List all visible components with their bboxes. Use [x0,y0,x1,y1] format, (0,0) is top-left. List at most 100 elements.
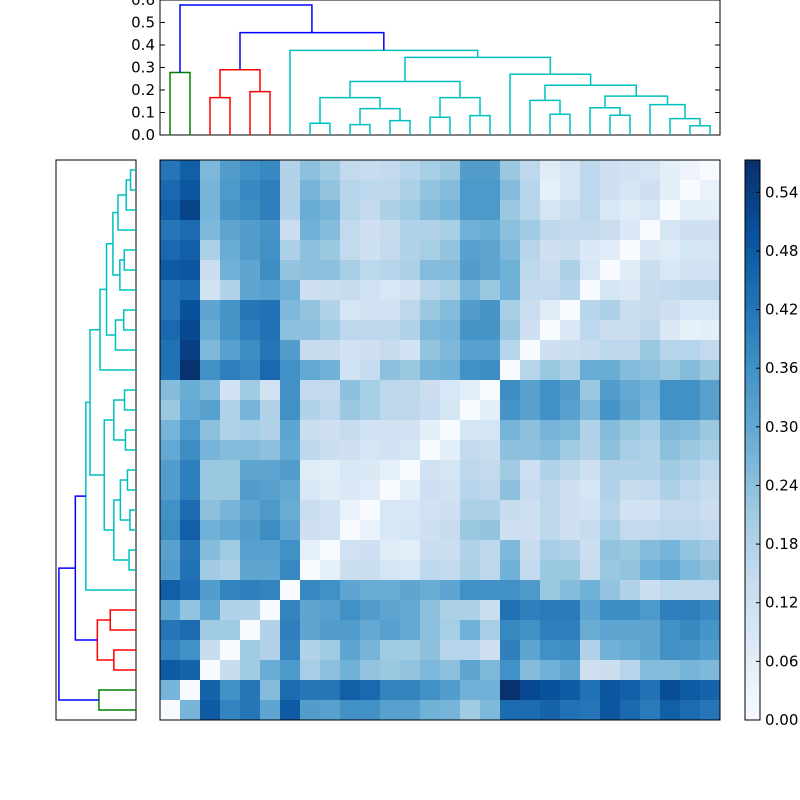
heatmap-cell [320,700,341,721]
colorbar-segment [745,575,760,581]
heatmap-cell [460,340,481,361]
heatmap-cell [460,360,481,381]
heatmap-cell [540,660,561,681]
heatmap-cell [680,520,701,541]
heatmap-cell [400,400,421,421]
heatmap-cell [360,620,381,641]
heatmap-cell [420,420,441,441]
heatmap-cell [380,600,401,621]
heatmap-cell [440,420,461,441]
heatmap-cell [160,380,181,401]
heatmap-cell [300,260,321,281]
heatmap-cell [260,240,281,261]
heatmap-cell [240,220,261,241]
heatmap-cell [280,480,301,501]
top-dendrogram-tick-label: 0.2 [131,81,155,99]
heatmap-cell [660,500,681,521]
heatmap-cell [420,380,441,401]
colorbar-segment [745,421,760,427]
heatmap-cell [680,580,701,601]
heatmap-cell [220,440,241,461]
colorbar-segment [745,715,760,721]
heatmap-cell [640,420,661,441]
heatmap-cell [660,380,681,401]
heatmap-cell [400,420,421,441]
heatmap-cell [680,500,701,521]
heatmap-cell [340,560,361,581]
top-dendrogram: 0.0 0.1 0.2 0.3 0.4 0.5 0.6 [131,0,721,144]
heatmap-cell [260,500,281,521]
heatmap-cell [500,640,521,661]
heatmap-cell [400,360,421,381]
heatmap-cell [520,500,541,521]
heatmap-cell [560,620,581,641]
heatmap-cell [540,280,561,301]
heatmap-cell [460,440,481,461]
colorbar-tick-label: 0.12 [765,594,798,612]
heatmap-cell [540,680,561,701]
heatmap-cell [580,360,601,381]
heatmap-cell [240,640,261,661]
heatmap-cell [560,600,581,621]
heatmap-cell [660,280,681,301]
heatmap-cell [660,460,681,481]
colorbar-segment [745,482,760,488]
colorbar-segment [745,468,760,474]
heatmap-cell [360,680,381,701]
colorbar-segment [745,314,760,320]
heatmap-cell [480,660,501,681]
heatmap-cell [500,660,521,681]
heatmap-cell [600,240,621,261]
heatmap-cell [580,260,601,281]
heatmap-cell [600,520,621,541]
heatmap-cell [240,400,261,421]
colorbar-segment [745,496,760,502]
heatmap-cell [240,420,261,441]
heatmap-cell [300,220,321,241]
heatmap-cell [380,560,401,581]
colorbar-segment [745,239,760,245]
heatmap-cell [680,380,701,401]
heatmap-cell [280,460,301,481]
heatmap-cell [500,420,521,441]
heatmap-cell [620,580,641,601]
heatmap-cell [580,160,601,181]
heatmap-cell [460,400,481,421]
heatmap-cell [640,220,661,241]
heatmap-cell [340,500,361,521]
heatmap-cell [580,200,601,221]
heatmap-cell [200,600,221,621]
colorbar-segment [745,561,760,567]
colorbar-segment [745,398,760,404]
heatmap-cell [160,580,181,601]
heatmap-cell [280,520,301,541]
heatmap-cell [560,380,581,401]
colorbar-segment [745,234,760,240]
heatmap-cell [400,480,421,501]
heatmap-cell [460,260,481,281]
heatmap-cell [440,440,461,461]
colorbar-segment [745,309,760,315]
heatmap-cell [640,260,661,281]
heatmap-cell [200,560,221,581]
heatmap-cell [500,300,521,321]
heatmap-cell [480,700,501,721]
heatmap-cell [700,640,721,661]
heatmap-cell [460,160,481,181]
heatmap-cell [520,280,541,301]
heatmap-cell [160,420,181,441]
heatmap-cell [320,260,341,281]
heatmap-cell [600,180,621,201]
heatmap-cell [640,640,661,661]
heatmap-cell [320,380,341,401]
heatmap-cell [640,460,661,481]
heatmap-cell [440,320,461,341]
heatmap-cell [460,420,481,441]
heatmap-cell [300,320,321,341]
heatmap-cell [520,580,541,601]
heatmap-cell [660,680,681,701]
heatmap-cell [440,180,461,201]
heatmap-cell [460,480,481,501]
colorbar-segment [745,267,760,273]
heatmap-cell [220,220,241,241]
